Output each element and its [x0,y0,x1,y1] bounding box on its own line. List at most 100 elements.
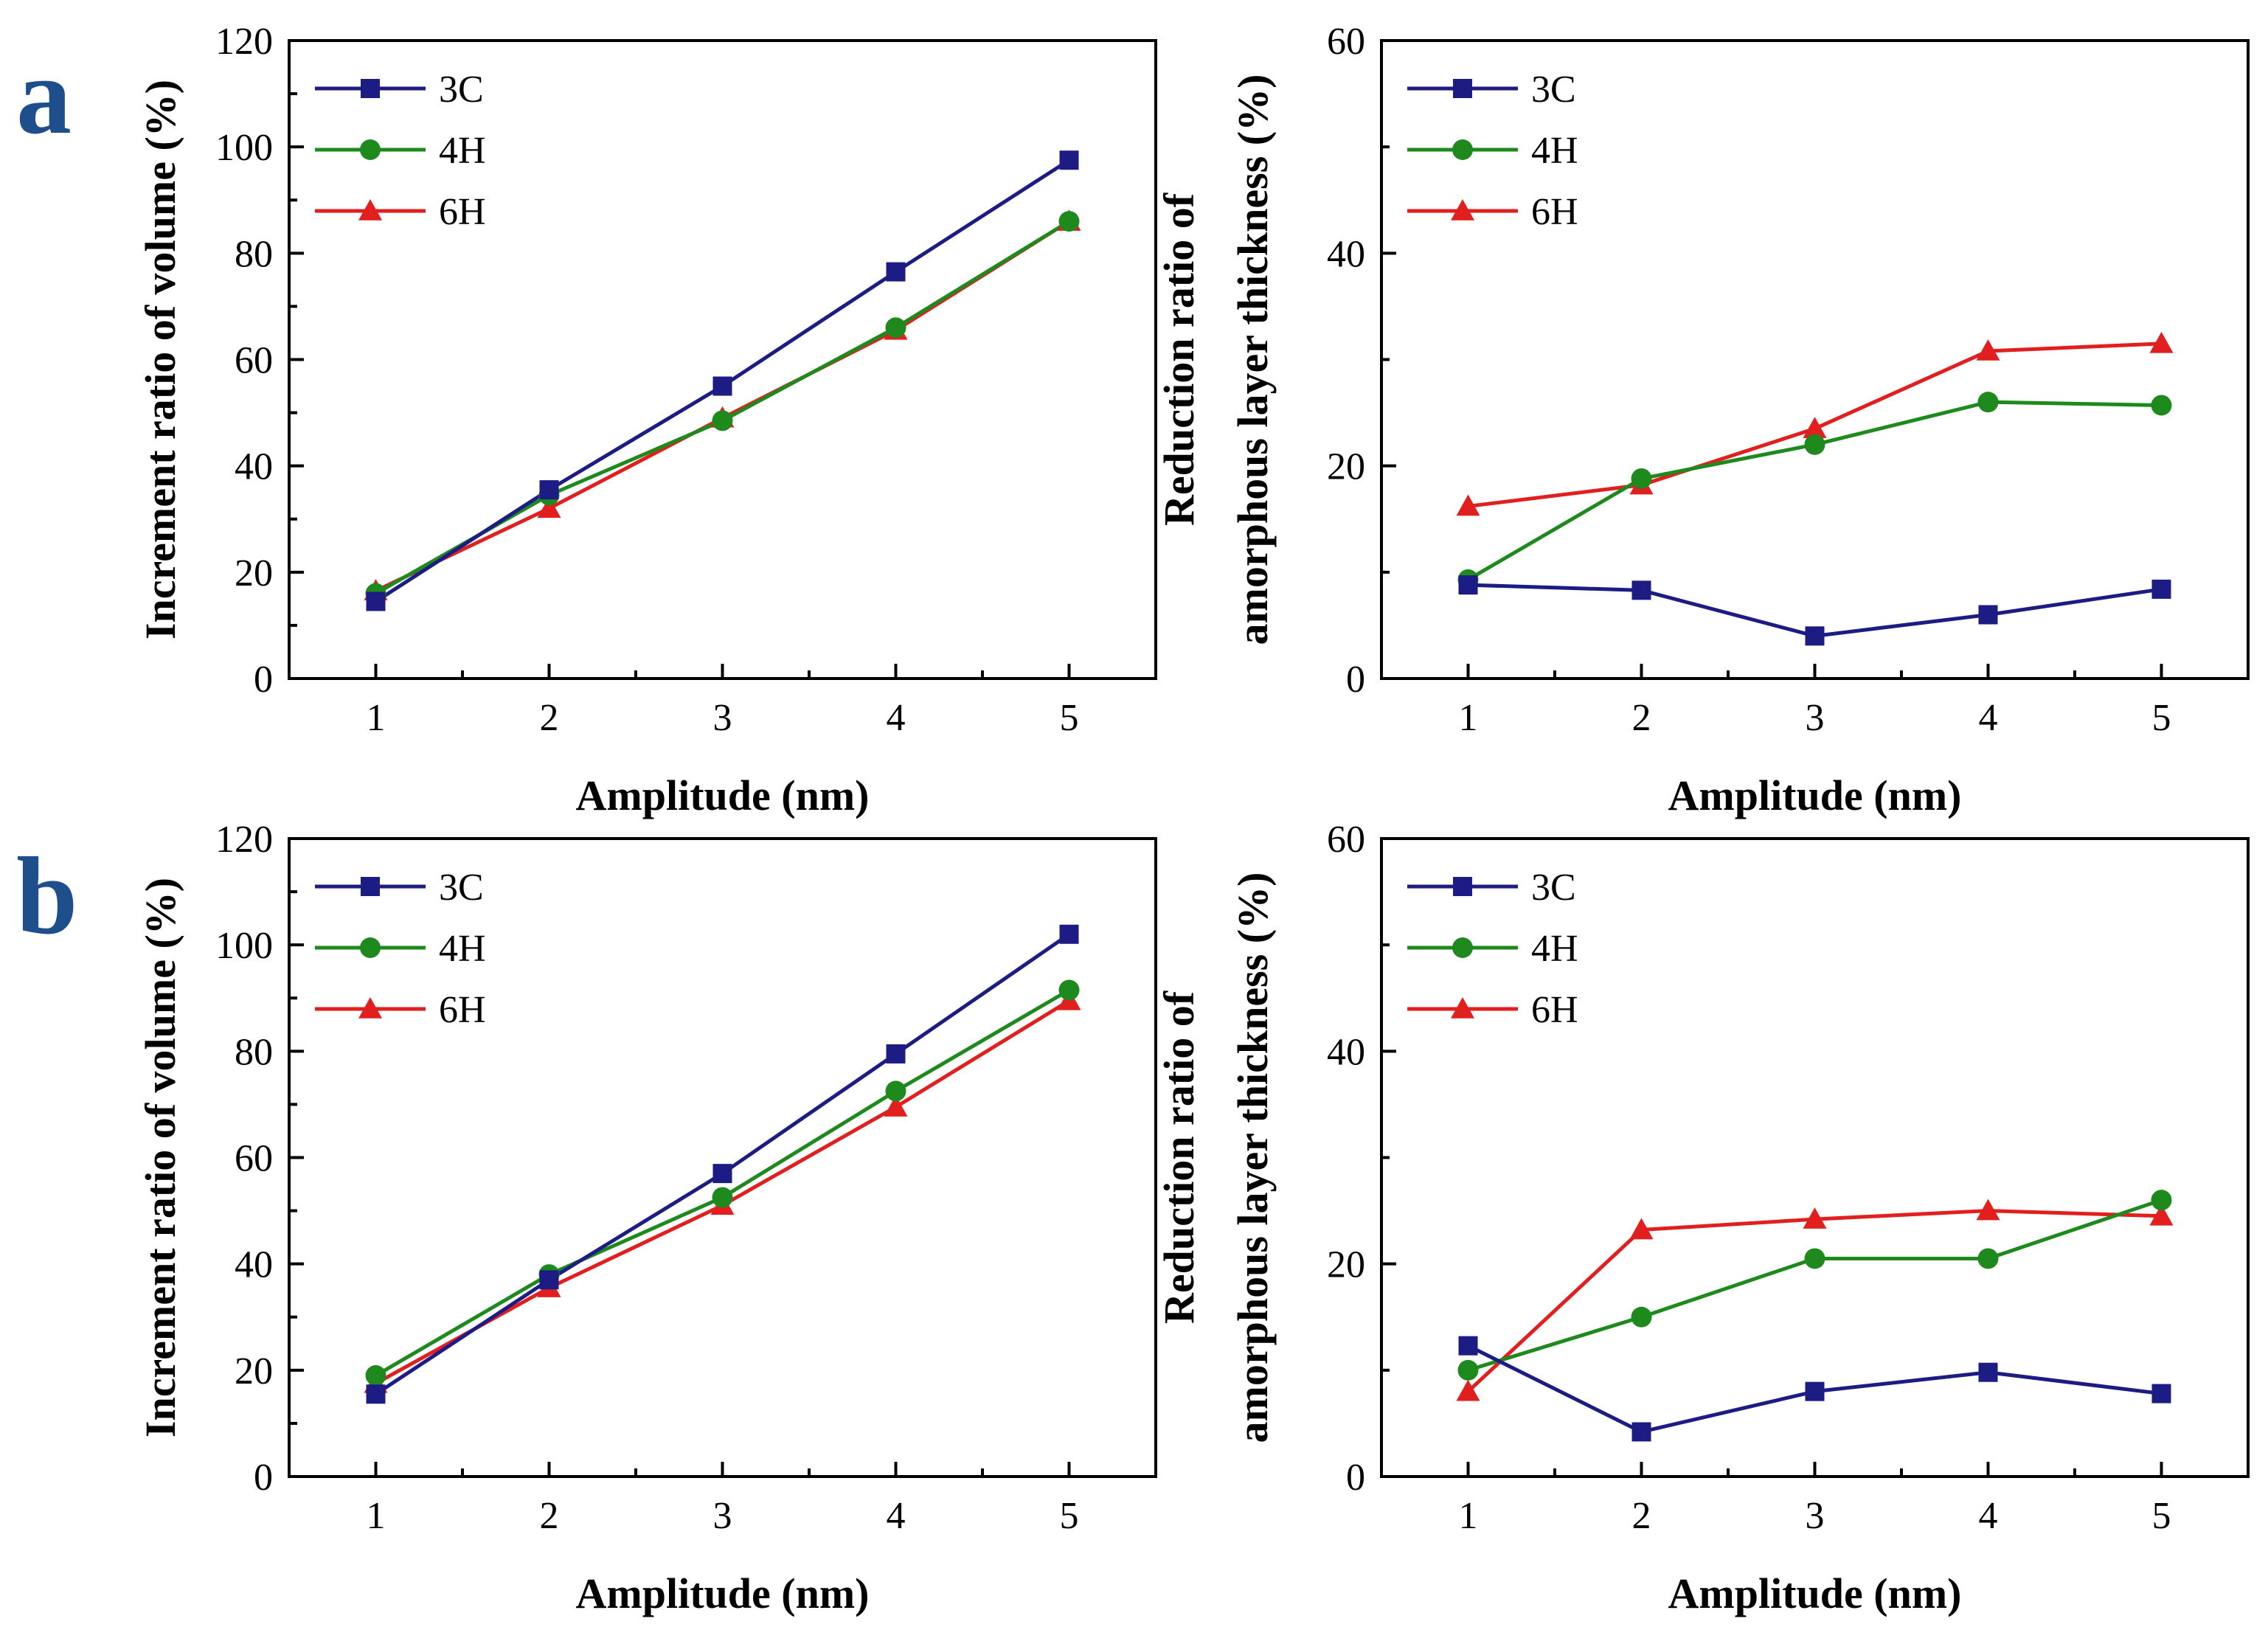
y-tick-label: 0 [254,1457,273,1499]
x-tick-label: 4 [1979,697,1998,739]
data-point-3C [712,1164,732,1184]
legend-marker-6H [1451,997,1474,1019]
legend-label-4H: 4H [439,130,486,172]
data-point-3C [1631,1422,1651,1442]
y-tick-label: 20 [235,552,273,594]
data-point-3C [1059,924,1079,944]
data-point-3C [886,1044,906,1064]
x-tick-label: 4 [887,1495,906,1537]
legend-marker-4H [1452,937,1473,958]
data-point-4H [1631,1306,1652,1328]
legend-label-3C: 3C [1531,867,1576,909]
data-point-3C [366,1384,386,1404]
legend-label-4H: 4H [1531,928,1578,970]
data-point-3C [1978,605,1998,625]
chart-a-left: 1 2 3 4 5 0 20 40 60 80 100 120 Amplitude (nm) Increm… [136,21,1157,819]
data-point-3C [886,262,906,282]
x-tick-label: 3 [1806,1495,1825,1537]
y-tick-label: 80 [235,233,273,275]
y-tick-label: 60 [1327,21,1365,63]
legend-label-4H: 4H [439,928,486,970]
x-tick-label: 1 [1459,697,1478,739]
data-point-3C [539,1270,559,1290]
data-point-4H [1058,979,1080,1001]
x-tick-label: 3 [713,1495,732,1537]
legend-label-4H: 4H [1531,130,1578,172]
plot-frame [288,39,1157,680]
series-line-6H [1466,1209,2162,1393]
y-tick-label: 20 [1327,1244,1365,1286]
y-tick-label: 120 [215,21,273,63]
x-axis-title: Amplitude (nm) [576,1569,870,1617]
data-point-4H [712,1187,733,1208]
data-point-3C [2151,579,2171,599]
y-tick-label: 60 [235,1138,273,1180]
x-tick-label: 5 [2152,697,2171,739]
data-point-4H [1804,1248,1825,1269]
data-point-6H [1803,417,1827,439]
data-point-6H [1803,1207,1827,1229]
data-point-6H [884,1095,908,1117]
data-point-6H [2149,1204,2174,1226]
y-tick-label: 40 [1327,1031,1365,1073]
x-axis-title: Amplitude (nm) [576,771,870,819]
plot-frame [288,837,1157,1478]
x-tick-label: 2 [1632,1495,1651,1537]
y-axis-title: amorphous layer thickness (%) [1229,74,1277,645]
data-point-4H [365,1365,386,1387]
x-tick-label: 5 [2152,1495,2171,1537]
data-point-3C [1059,150,1079,170]
y-axis-title: Reduction ratio of [1155,991,1203,1324]
legend-marker-4H [360,937,381,958]
y-tick-label: 120 [215,819,273,861]
data-point-4H [712,410,733,431]
data-point-3C [1978,1362,1998,1382]
data-point-4H [885,1080,906,1102]
legend-marker-3C [361,79,380,98]
data-point-6H [1456,1379,1480,1401]
data-point-4H [1804,434,1825,455]
data-point-3C [1805,1381,1825,1401]
data-point-4H [885,317,906,339]
data-point-3C [2151,1384,2171,1404]
y-axis-title: amorphous layer thickness (%) [1229,872,1277,1443]
data-point-3C [712,376,732,396]
data-point-6H [1629,1218,1654,1240]
legend-label-3C: 3C [1531,69,1576,111]
y-tick-label: 20 [1327,446,1365,488]
legend-marker-3C [361,877,380,896]
x-tick-label: 4 [887,697,906,739]
data-point-3C [1631,580,1651,600]
y-tick-label: 40 [235,1244,273,1286]
legend-marker-3C [1453,79,1472,98]
y-tick-label: 20 [235,1350,273,1392]
data-point-6H [1456,494,1480,516]
legend-label-3C: 3C [439,867,484,909]
x-tick-label: 2 [540,697,559,739]
x-axis-title: Amplitude (nm) [1668,771,1962,819]
legend-label-3C: 3C [439,69,484,111]
data-point-4H [2151,1190,2172,1211]
data-point-3C [539,480,559,500]
data-point-6H [1976,339,2000,361]
plot-frame [1380,39,2250,680]
legend-marker-6H [358,997,382,1019]
y-tick-label: 0 [254,659,273,701]
x-tick-label: 1 [1459,1495,1478,1537]
legend-marker-4H [1452,139,1473,160]
y-tick-label: 0 [1346,659,1365,701]
chart-b-right: 1 2 3 4 5 0 20 40 60 Amplitude (nm) Reduction rati… [1155,819,2250,1617]
data-point-4H [1977,1248,1999,1269]
plot-frame [1380,837,2250,1478]
x-axis-title: Amplitude (nm) [1668,1569,1962,1617]
data-point-4H [1631,468,1652,489]
y-tick-label: 100 [215,925,273,967]
data-point-6H [537,496,561,518]
y-axis-title: Increment ratio of volume (%) [136,878,184,1437]
y-tick-label: 60 [1327,819,1365,861]
y-axis-title: Reduction ratio of [1155,192,1203,526]
y-tick-label: 40 [1327,233,1365,275]
y-tick-label: 100 [215,127,273,169]
legend-label-6H: 6H [439,989,486,1031]
data-point-3C [1458,1336,1478,1356]
